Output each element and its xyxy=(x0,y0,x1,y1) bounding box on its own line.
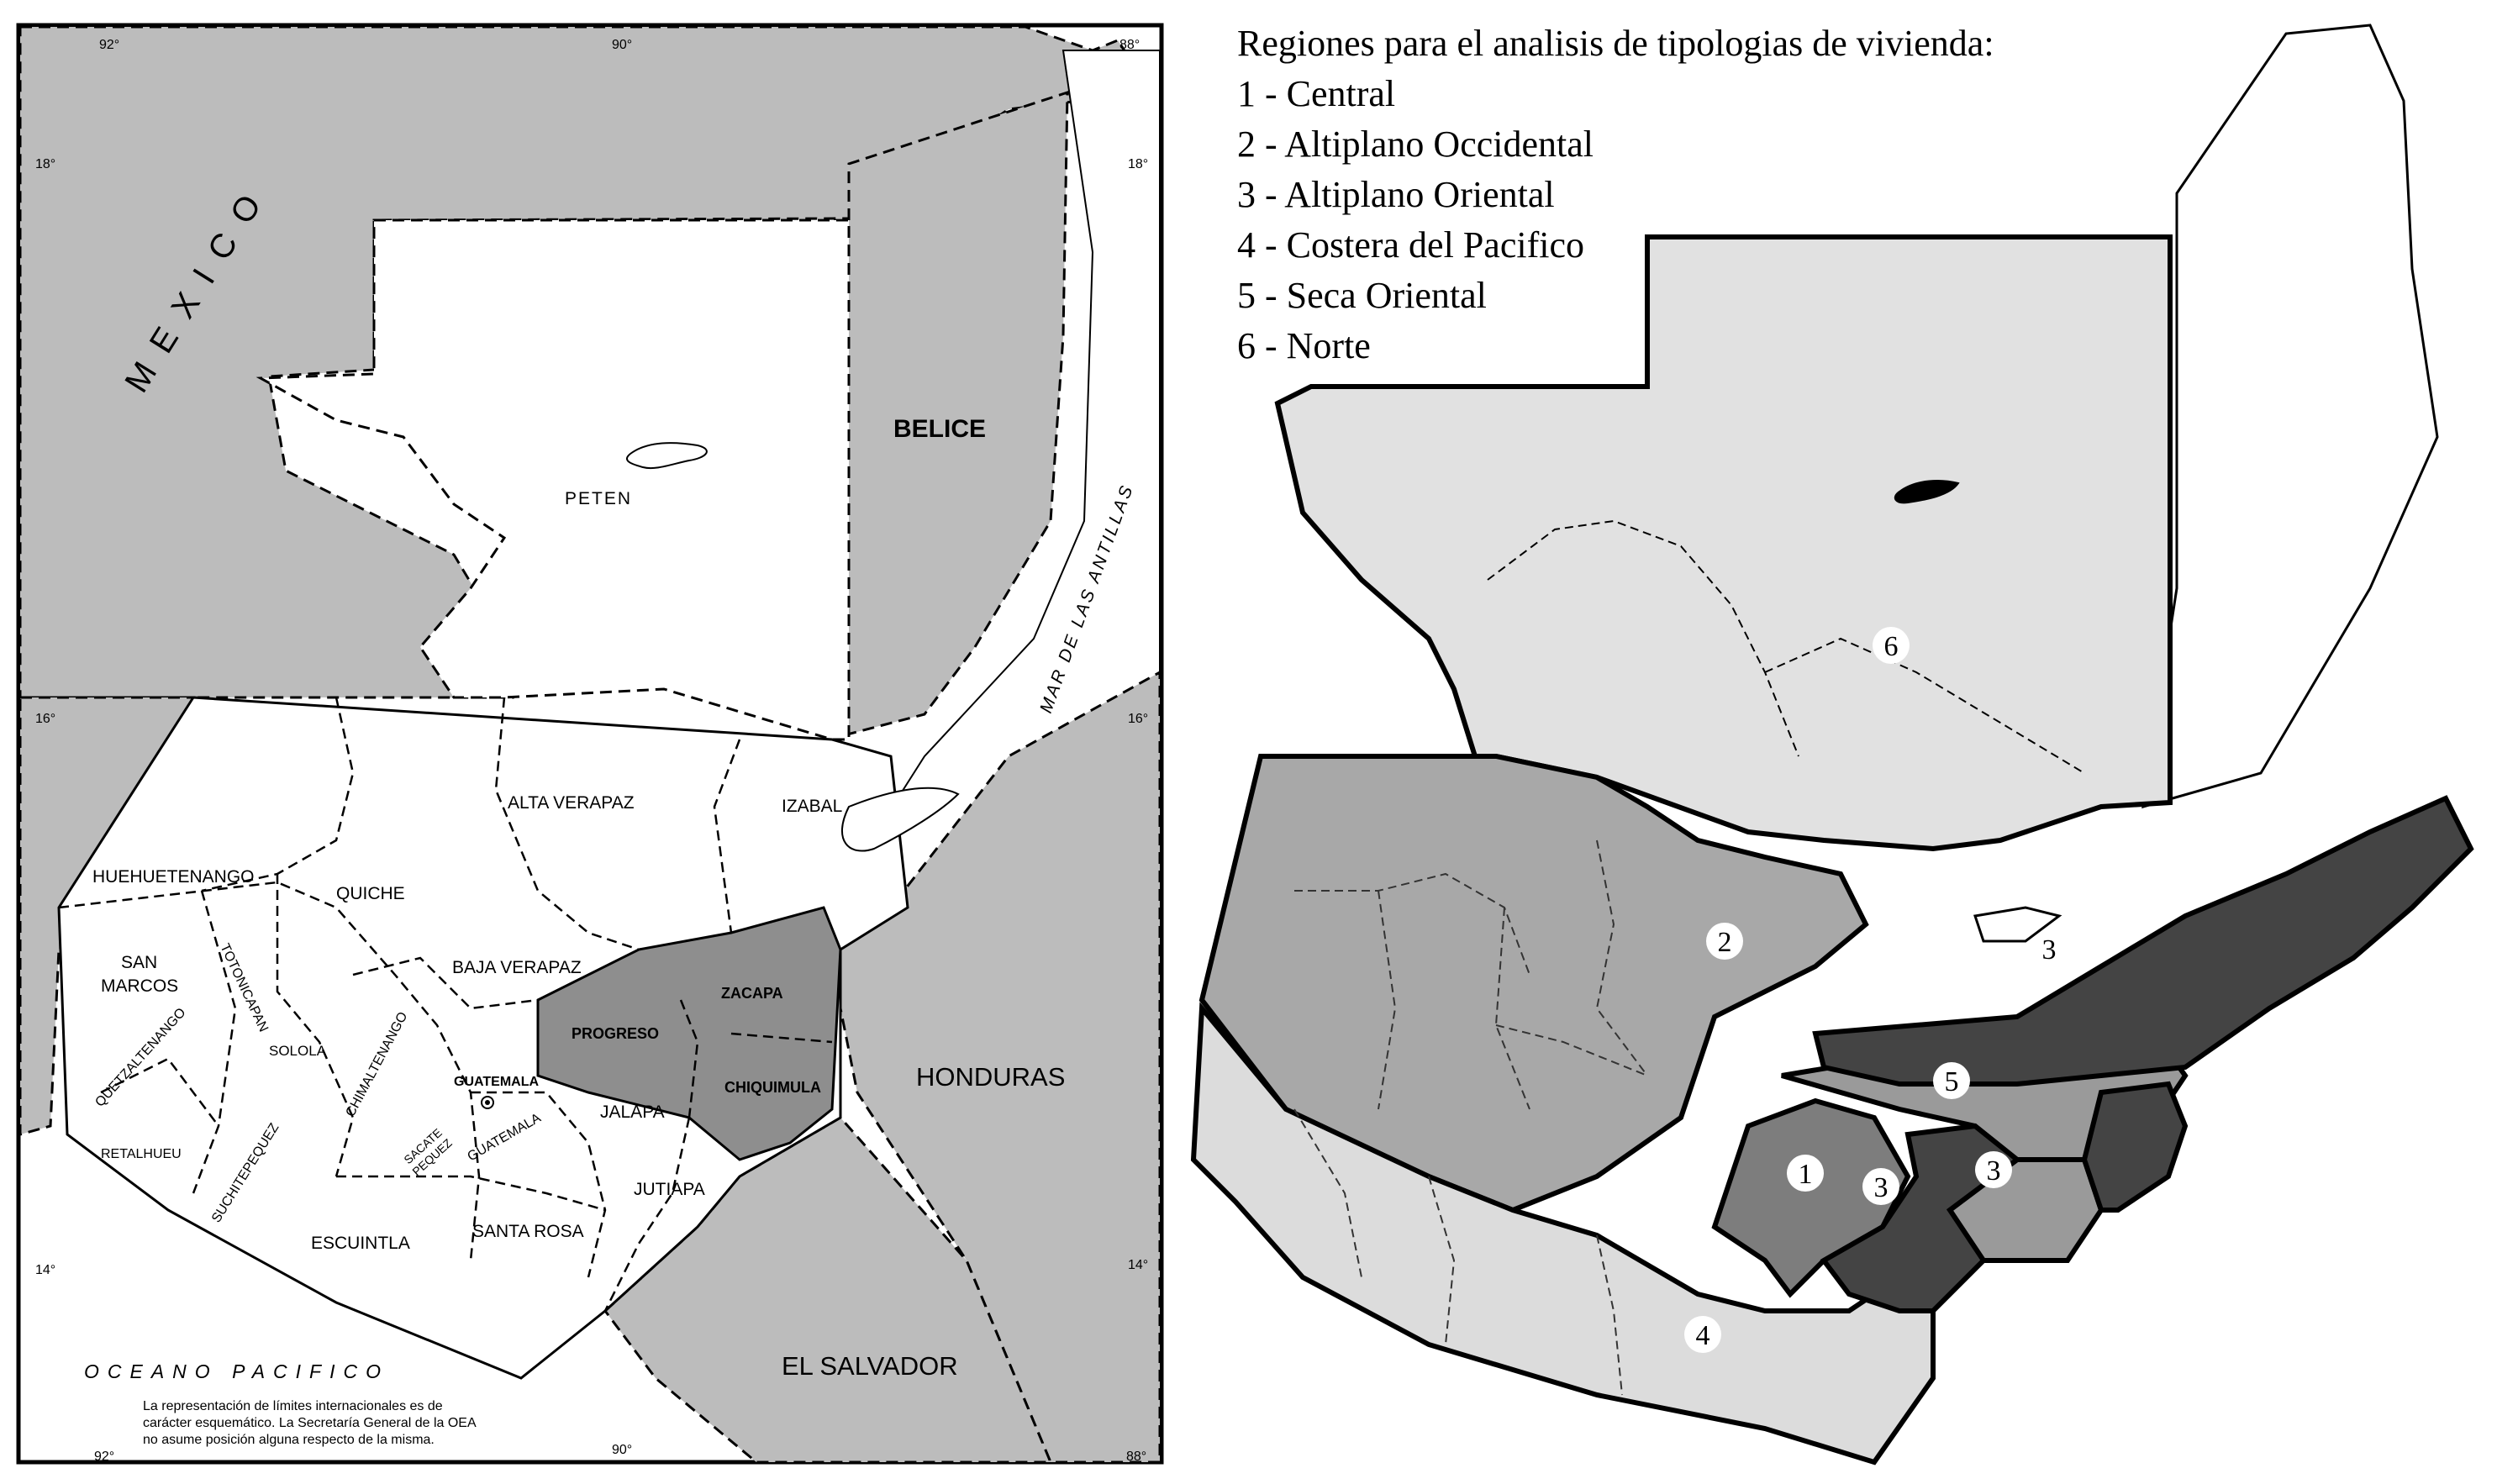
solola-label: SOLOLA xyxy=(269,1043,327,1059)
political-map-svg: MEXICO BELICE HONDURAS EL SALVADOR OCEAN… xyxy=(16,23,1164,1465)
marker-2-bg xyxy=(1706,923,1743,960)
lake-izabal-right-icon xyxy=(1973,906,2062,943)
lat-16-right: 16° xyxy=(1128,712,1148,726)
el-salvador-label: EL SALVADOR xyxy=(782,1351,958,1381)
san-marcos-label-2: MARCOS xyxy=(101,976,178,996)
norte-internal-boundaries xyxy=(1487,519,2085,774)
belize-outline xyxy=(2141,24,2439,809)
san-marcos-label-1: SAN xyxy=(121,953,157,972)
lon-90-top: 90° xyxy=(612,38,632,52)
capital-dot-icon xyxy=(485,1100,490,1105)
regions-legend: Regiones para el analisis de tipologias … xyxy=(1237,18,1994,371)
lat-16-left: 16° xyxy=(35,712,55,726)
marker-4: 4 xyxy=(1696,1320,1710,1351)
belice-label: BELICE xyxy=(893,415,986,443)
marker-6-bg xyxy=(1873,627,1910,664)
lat-18-right: 18° xyxy=(1128,157,1148,171)
disclaimer-line-3: no asume posición alguna respecto de la … xyxy=(143,1433,435,1447)
honduras-region xyxy=(839,670,1162,1464)
regions-map-svg: 2 3 5 1 3 3 4 6 xyxy=(1190,24,2474,1466)
region-markers: 2 3 5 1 3 3 4 6 xyxy=(1684,627,2068,1353)
east-dark-departments xyxy=(536,906,842,1161)
jutiapa-label: JUTIAPA xyxy=(634,1180,705,1199)
region-altiplano-oriental-ne xyxy=(1812,795,2474,1087)
huehuetenango-label: HUEHUETENANGO xyxy=(92,867,255,887)
alta-verapaz-label: ALTA VERAPAZ xyxy=(508,793,635,813)
disclaimer-line-2: carácter esquemático. La Secretaría Gene… xyxy=(143,1416,477,1430)
marker-4-bg xyxy=(1684,1316,1721,1353)
legend-title: Regiones para el analisis de tipologias … xyxy=(1237,23,1994,64)
marker-1: 1 xyxy=(1799,1159,1813,1190)
legend-item-norte: 6 - Norte xyxy=(1237,325,1371,366)
legend-item-costera-pacifico: 4 - Costera del Pacifico xyxy=(1237,224,1584,266)
department-boundaries xyxy=(58,697,833,1312)
ocean-label: OCEANO PACIFICO xyxy=(84,1360,389,1382)
marker-5: 5 xyxy=(1945,1066,1959,1097)
jalapa-label: JALAPA xyxy=(600,1102,665,1122)
marker-3-east: 3 xyxy=(1987,1155,2001,1187)
lake-peten-right-icon xyxy=(1894,480,1960,504)
lat-14-left: 14° xyxy=(35,1263,55,1277)
lon-92-bottom: 92° xyxy=(94,1450,114,1464)
lake-peten-icon xyxy=(626,442,708,469)
region-altiplano-oriental-center xyxy=(1820,1123,2021,1313)
baja-verapaz-label: BAJA VERAPAZ xyxy=(452,958,582,977)
lon-92-top: 92° xyxy=(99,38,119,52)
lon-88-bottom: 88° xyxy=(1126,1450,1146,1464)
peten-label: PETEN xyxy=(565,489,632,508)
legend-item-seca-oriental: 5 - Seca Oriental xyxy=(1237,275,1487,316)
lat-14-right: 14° xyxy=(1128,1258,1148,1272)
region-altiplano-oriental-east xyxy=(2081,1081,2189,1213)
marker-6: 6 xyxy=(1884,631,1899,662)
marker-3-ne: 3 xyxy=(2042,934,2057,966)
progreso-label: PROGRESO xyxy=(572,1025,659,1042)
marker-3-east-bg xyxy=(1975,1151,2012,1188)
guatemala-capital-label: GUATEMALA xyxy=(454,1075,539,1089)
escuintla-label: ESCUINTLA xyxy=(311,1234,410,1253)
marker-3-center: 3 xyxy=(1874,1172,1889,1203)
chiquimula-label: CHIQUIMULA xyxy=(724,1079,821,1096)
honduras-label: HONDURAS xyxy=(916,1062,1065,1092)
lon-88-top: 88° xyxy=(1119,38,1140,52)
altiplano-internal-boundaries xyxy=(1294,839,1648,1110)
lon-90-bottom: 90° xyxy=(612,1443,632,1457)
santa-rosa-label: SANTA ROSA xyxy=(472,1222,584,1241)
legend-item-central: 1 - Central xyxy=(1237,73,1396,114)
lake-izabal-icon xyxy=(840,787,960,852)
left-political-map: MEXICO BELICE HONDURAS EL SALVADOR OCEAN… xyxy=(0,0,1177,1484)
zacapa-label: ZACAPA xyxy=(721,985,783,1002)
marker-3-center-bg xyxy=(1862,1168,1899,1205)
marker-2: 2 xyxy=(1718,927,1732,958)
el-salvador-region xyxy=(603,1116,1053,1464)
disclaimer-line-1: La representación de límites internacion… xyxy=(143,1399,443,1413)
marker-5-bg xyxy=(1933,1062,1970,1099)
marker-3-ne-bg xyxy=(2031,930,2068,967)
costera-internal-boundaries xyxy=(1293,1108,1623,1396)
legend-item-altiplano-occidental: 2 - Altiplano Occidental xyxy=(1237,124,1594,165)
izabal-label: IZABAL xyxy=(782,797,842,816)
lat-18-left: 18° xyxy=(35,157,55,171)
retalhuleu-label: RETALHUEU xyxy=(101,1147,182,1161)
legend-item-altiplano-oriental: 3 - Altiplano Oriental xyxy=(1237,174,1555,215)
peten-department xyxy=(255,218,851,741)
right-regions-map: 2 3 5 1 3 3 4 6 Regiones para el analisi… xyxy=(1177,0,2497,1484)
quiche-label: QUICHE xyxy=(336,884,405,903)
marker-1-bg xyxy=(1787,1155,1824,1192)
